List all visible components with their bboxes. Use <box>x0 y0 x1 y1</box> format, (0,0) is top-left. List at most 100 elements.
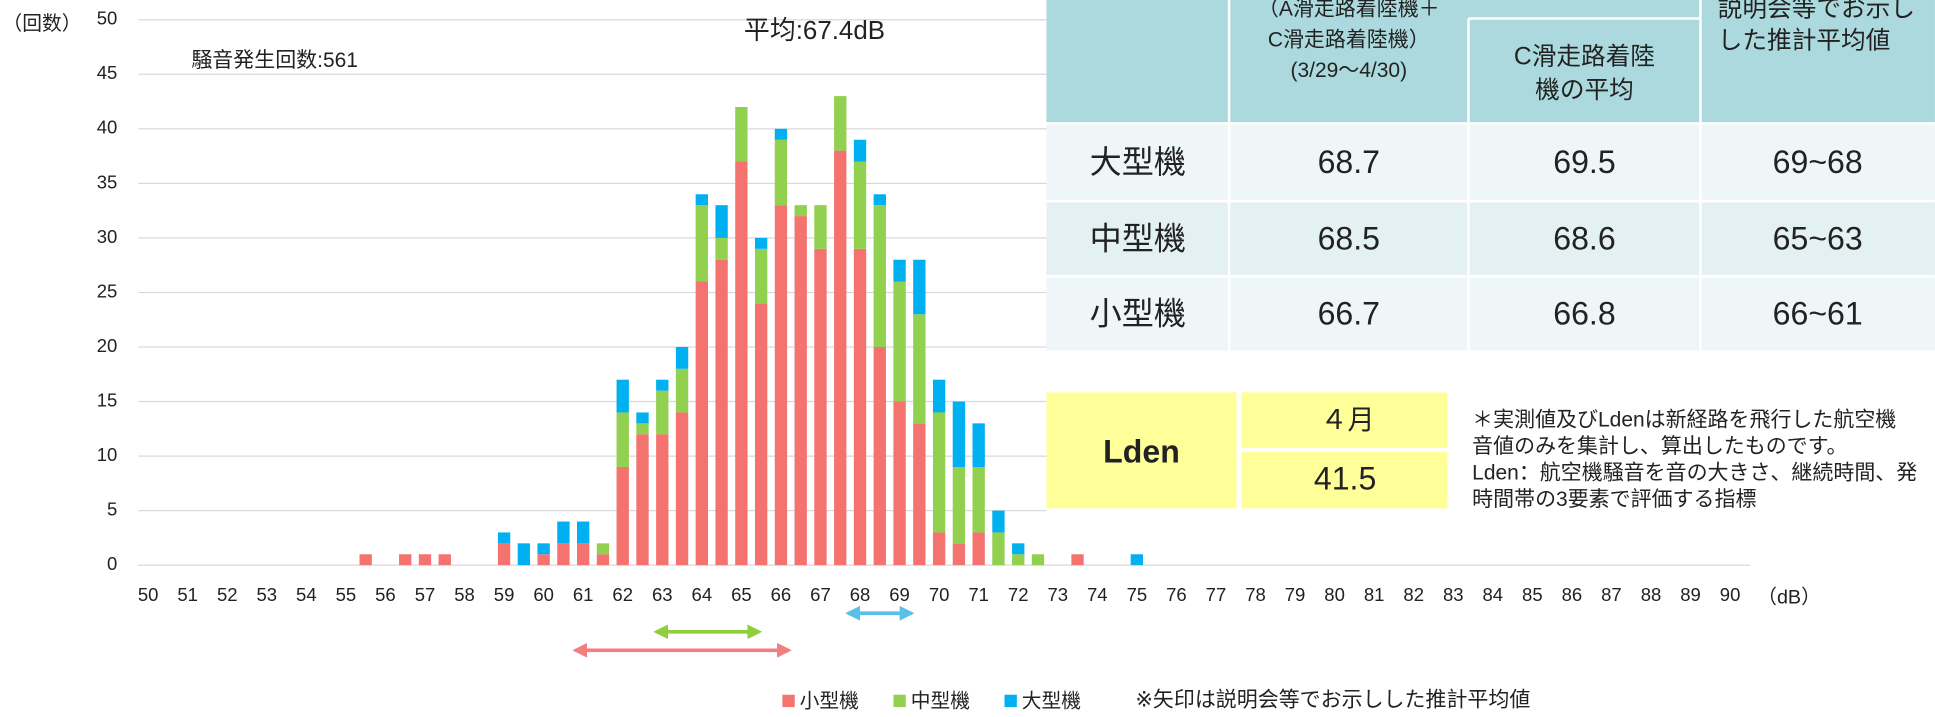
lden-value: 41.5 <box>1314 461 1376 497</box>
lden-cell <box>1241 392 1448 448</box>
bar-segment <box>596 554 610 566</box>
y-axis-label: （回数） <box>3 13 82 35</box>
x-tick-label: 71 <box>968 584 989 605</box>
legend-note: ※矢印は説明会等でお示しした推計平均値 <box>1135 688 1530 711</box>
bar-segment <box>1071 554 1084 566</box>
x-tick-label: 64 <box>692 584 713 605</box>
x-tick-label: 83 <box>1443 584 1464 605</box>
bar-segment <box>735 161 748 566</box>
x-tick-label: 66 <box>771 584 792 605</box>
y-tick-label: 40 <box>97 117 118 138</box>
y-tick-label: 25 <box>97 280 118 301</box>
lden-cell <box>1046 392 1237 509</box>
bar-segment <box>1031 554 1045 566</box>
bar-segment <box>952 401 966 467</box>
bar-segment <box>992 510 1005 533</box>
x-tick-label: 61 <box>573 584 594 605</box>
row-label: 小型機 <box>1090 295 1186 331</box>
x-tick-label: 52 <box>217 584 238 605</box>
table-row <box>1046 123 1935 202</box>
x-tick-label: 76 <box>1166 584 1187 605</box>
bar-segment <box>913 423 926 566</box>
bar-segment <box>873 205 886 347</box>
legend-swatch <box>1004 694 1017 708</box>
annotation: 騒音発生回数:561 <box>191 49 358 72</box>
bar-segment <box>616 412 629 467</box>
bar-segment <box>794 216 807 566</box>
x-tick-label: 85 <box>1522 584 1543 605</box>
bar-segment <box>715 205 728 238</box>
bar-segment <box>893 401 906 566</box>
header-text: 説明会等でお示し <box>1718 0 1915 22</box>
table-cell: 66.8 <box>1553 295 1615 331</box>
header-text: C滑走路着陸 <box>1514 43 1655 71</box>
bar-segment <box>754 248 768 304</box>
bar-segment <box>893 281 906 402</box>
x-tick-label: 58 <box>454 584 475 605</box>
x-tick-label: 75 <box>1127 584 1148 605</box>
table-cell: 69.5 <box>1553 144 1615 180</box>
bar-segment <box>517 543 531 566</box>
x-tick-label: 54 <box>296 584 317 605</box>
x-tick-label: 77 <box>1206 584 1227 605</box>
bar-segment <box>834 150 847 566</box>
x-tick-label: 50 <box>138 584 159 605</box>
bar-segment <box>557 521 570 544</box>
x-tick-label: 60 <box>533 584 554 605</box>
x-tick-label: 88 <box>1641 584 1662 605</box>
bar-segment <box>834 96 847 151</box>
header-text: 機の平均 <box>1535 76 1634 104</box>
bar-segment <box>1130 554 1144 566</box>
bar-segment <box>695 194 708 206</box>
bar-segment <box>873 194 886 206</box>
x-tick-label: 81 <box>1364 584 1385 605</box>
bar-segment <box>497 543 511 566</box>
y-tick-label: 10 <box>97 444 118 465</box>
x-tick-label: 56 <box>375 584 396 605</box>
x-tick-label: 90 <box>1720 584 1741 605</box>
x-tick-label: 82 <box>1403 584 1424 605</box>
note-text: 時間帯の3要素で評価する指標 <box>1472 488 1756 511</box>
x-tick-label: 78 <box>1245 584 1266 605</box>
bar-segment <box>656 390 669 435</box>
bar-segment <box>577 521 590 544</box>
bar-segment <box>814 248 827 566</box>
y-tick-label: 15 <box>97 389 118 410</box>
bar-segment <box>636 434 649 566</box>
bar-segment <box>972 532 985 566</box>
table-cell: 68.7 <box>1318 144 1380 180</box>
bar-segment <box>972 423 985 467</box>
bar-segment <box>438 554 451 566</box>
row-label: 大型機 <box>1090 144 1186 180</box>
note-text: Lden：航空機騒音を音の大きさ、継続時間、発 <box>1472 461 1917 484</box>
bar-segment <box>754 303 768 566</box>
y-tick-label: 0 <box>107 553 117 574</box>
x-tick-label: 62 <box>612 584 633 605</box>
x-tick-label: 86 <box>1562 584 1583 605</box>
x-tick-label: 84 <box>1483 584 1504 605</box>
bar-segment <box>853 161 867 249</box>
bar-segment <box>1012 543 1025 555</box>
x-tick-label: 53 <box>257 584 278 605</box>
lden-month: ４月 <box>1320 404 1374 435</box>
bar-segment <box>359 554 372 566</box>
y-tick-label: 45 <box>97 62 118 83</box>
bar-segment <box>932 412 946 533</box>
bar-segment <box>675 412 689 566</box>
header-text: (3/29〜4/30) <box>1291 59 1408 82</box>
x-tick-label: 51 <box>177 584 198 605</box>
bar-segment <box>715 259 728 566</box>
header-text: した推計平均値 <box>1718 26 1891 54</box>
x-tick-label: 69 <box>889 584 910 605</box>
bar-segment <box>557 543 570 566</box>
x-tick-label: 72 <box>1008 584 1029 605</box>
table-cell: 69~68 <box>1773 144 1863 180</box>
header-text: （A滑走路着陸機＋ <box>1258 0 1440 20</box>
bar-segment <box>794 205 807 217</box>
x-tick-label: 89 <box>1680 584 1701 605</box>
table-cell: 68.6 <box>1553 221 1615 257</box>
bar-segment <box>596 543 610 555</box>
bar-segment <box>754 237 768 249</box>
bar-segment <box>616 466 629 566</box>
bar-segment <box>715 237 728 260</box>
